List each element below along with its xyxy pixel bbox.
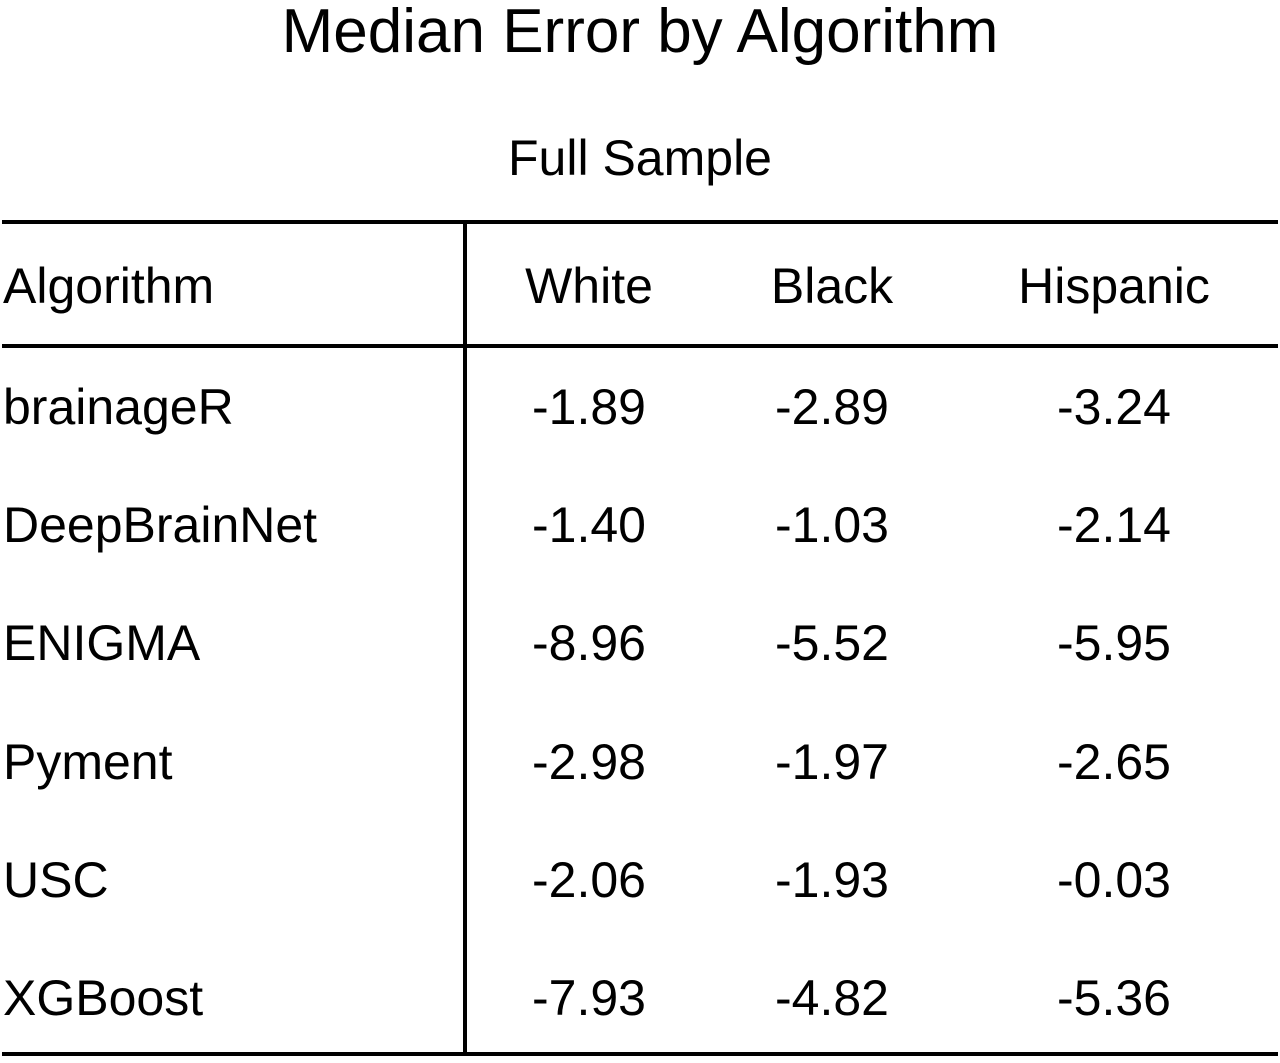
table-cell-value: -2.89: [775, 379, 889, 435]
table-cell-value: -1.40: [532, 497, 646, 553]
row-label: DeepBrainNet: [3, 497, 317, 553]
table-cell-value: -1.89: [532, 379, 646, 435]
table-cell-value: -4.82: [775, 970, 889, 1026]
row-label: brainageR: [3, 379, 234, 435]
table-cell-value: -1.93: [775, 852, 889, 908]
table-cell-value: -1.03: [775, 497, 889, 553]
table-subtitle: Full Sample: [508, 130, 772, 186]
column-header-white: White: [525, 258, 653, 314]
table-cell-value: -3.24: [1057, 379, 1171, 435]
table-cell-value: -5.95: [1057, 615, 1171, 671]
table-cell-value: -7.93: [532, 970, 646, 1026]
table-cell-value: -2.65: [1057, 734, 1171, 790]
table-cell-value: -5.36: [1057, 970, 1171, 1026]
table-cells: Algorithm White Black Hispanic brainageR -1.8…: [3, 258, 1210, 1026]
row-label: XGBoost: [3, 970, 203, 1026]
column-header-black: Black: [771, 258, 894, 314]
row-label: USC: [3, 852, 109, 908]
table-cell-value: -0.03: [1057, 852, 1171, 908]
table-cell-value: -8.96: [532, 615, 646, 671]
table-cell-value: -2.06: [532, 852, 646, 908]
table-cell-value: -2.14: [1057, 497, 1171, 553]
table-cell-value: -1.97: [775, 734, 889, 790]
column-header-algorithm: Algorithm: [3, 258, 214, 314]
table-cell-value: -2.98: [532, 734, 646, 790]
column-header-hispanic: Hispanic: [1018, 258, 1210, 314]
chart-title: Median Error by Algorithm: [281, 0, 999, 66]
row-label: ENIGMA: [3, 615, 201, 671]
table-cell-value: -5.52: [775, 615, 889, 671]
row-label: Pyment: [3, 734, 173, 790]
